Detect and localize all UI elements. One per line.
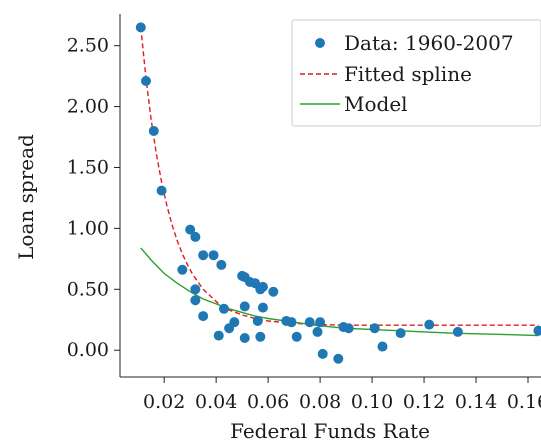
x-tick-label: 0.02 bbox=[143, 391, 185, 413]
x-axis-label: Federal Funds Rate bbox=[230, 419, 430, 443]
data-point bbox=[156, 185, 167, 196]
x-tick-label: 0.08 bbox=[299, 391, 341, 413]
y-tick-label: 0.50 bbox=[67, 278, 109, 300]
data-point bbox=[304, 317, 315, 328]
data-point bbox=[252, 315, 263, 326]
data-point bbox=[198, 250, 209, 261]
data-point bbox=[315, 317, 326, 328]
data-point bbox=[369, 323, 380, 334]
legend: Data: 1960-2007 Fitted spline Model bbox=[291, 19, 541, 127]
data-point bbox=[135, 22, 146, 33]
data-point bbox=[229, 317, 240, 328]
data-point bbox=[140, 75, 151, 86]
data-point bbox=[317, 348, 328, 359]
data-point bbox=[377, 341, 388, 352]
x-tick-label: 0.14 bbox=[455, 391, 497, 413]
data-point bbox=[213, 330, 224, 341]
x-tick-label: 0.06 bbox=[247, 391, 289, 413]
x-tick-label: 0.12 bbox=[403, 391, 445, 413]
data-point bbox=[216, 259, 227, 270]
data-point bbox=[208, 250, 219, 261]
data-point bbox=[268, 286, 279, 297]
data-point bbox=[257, 281, 268, 292]
data-point bbox=[148, 125, 159, 136]
data-point bbox=[185, 224, 196, 235]
legend-label-spline: Fitted spline bbox=[344, 62, 472, 86]
data-point bbox=[286, 317, 297, 328]
data-point bbox=[312, 326, 323, 337]
y-tick-label: 2.00 bbox=[67, 96, 109, 118]
data-point bbox=[198, 311, 209, 322]
y-axis-label: Loan spread bbox=[14, 134, 38, 260]
data-point bbox=[218, 303, 229, 314]
plot-area: 0.00 0.50 1.00 1.50 2.00 2.50 0.02 0.04 0.06 0.08… bbox=[67, 14, 541, 413]
data-point bbox=[190, 295, 201, 306]
data-point bbox=[190, 284, 201, 295]
data-point bbox=[239, 301, 250, 312]
data-point bbox=[291, 331, 302, 342]
x-tick-label: 0.04 bbox=[195, 391, 237, 413]
data-point bbox=[343, 323, 354, 334]
y-tick-label: 1.00 bbox=[67, 217, 109, 239]
model-line bbox=[140, 247, 539, 337]
legend-frame bbox=[291, 19, 541, 127]
data-point bbox=[333, 353, 344, 364]
data-point bbox=[177, 264, 188, 275]
x-tick-label: 0.10 bbox=[351, 391, 393, 413]
data-point bbox=[239, 333, 250, 344]
data-point bbox=[255, 331, 266, 342]
data-point bbox=[424, 319, 435, 330]
data-point bbox=[452, 326, 463, 337]
data-point bbox=[533, 325, 541, 336]
legend-label-model: Model bbox=[344, 92, 408, 116]
data-point bbox=[395, 328, 406, 339]
y-tick-label: 2.50 bbox=[67, 35, 109, 57]
data-point bbox=[190, 231, 201, 242]
x-tick-label: 0.16 bbox=[507, 391, 541, 413]
legend-marker-data bbox=[315, 38, 325, 48]
y-tick-label: 0.00 bbox=[67, 339, 109, 361]
data-point bbox=[257, 302, 268, 313]
y-tick-label: 1.50 bbox=[67, 156, 109, 178]
legend-label-data: Data: 1960-2007 bbox=[344, 31, 514, 55]
